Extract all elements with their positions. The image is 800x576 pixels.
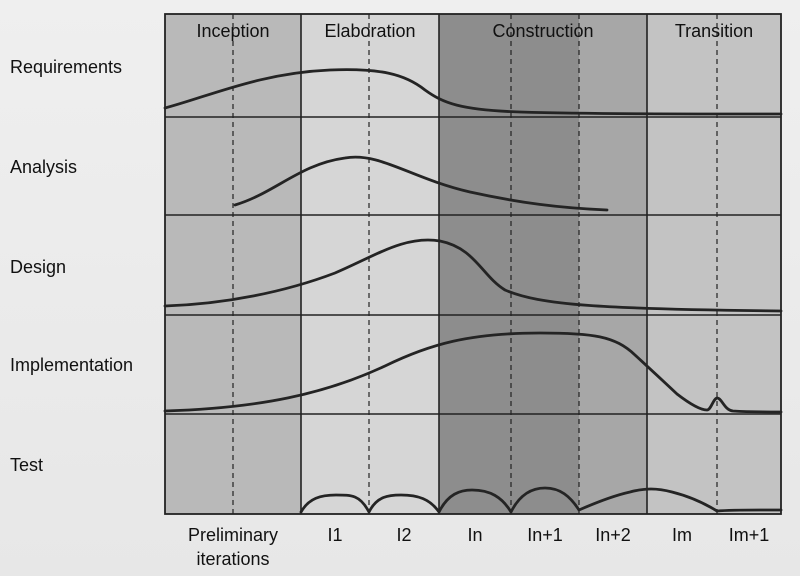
implementation-effort-curve [163, 331, 783, 414]
phase-band-construction [439, 14, 579, 514]
analysis-effort-curve [233, 155, 609, 212]
workflow-label-design: Design [10, 257, 67, 277]
iteration-label-in-plus-1-text: In+1 [527, 525, 563, 545]
iteration-label-im-plus-1-text: Im+1 [728, 525, 770, 545]
iteration-label-i2-text: I2 [396, 525, 412, 545]
test-effort-curve [299, 486, 783, 514]
iteration-label-im-plus-1: Im+1 [717, 525, 781, 546]
requirements-effort-curve [163, 68, 783, 116]
diagram-border [164, 13, 782, 515]
iteration-label-in: In [439, 525, 511, 546]
workflow-label-requirements: Requirements [10, 57, 123, 77]
phase-label-inception: Inception [196, 21, 270, 41]
phase-label-elaboration: Elaboration [324, 21, 416, 41]
design-effort-curve [163, 238, 783, 313]
iteration-label-i1-text: I1 [327, 525, 343, 545]
iteration-label-preliminary-line2: iterations [196, 548, 270, 569]
iteration-label-im-text: Im [672, 525, 692, 545]
phase-label-transition: Transition [674, 21, 754, 41]
iteration-label-in-plus-2: In+2 [579, 525, 647, 546]
phase-label-construction: Construction [492, 21, 594, 41]
iteration-label-preliminary: Preliminary iterations [170, 525, 296, 570]
phase-band-construction-late [579, 14, 647, 514]
workflow-label-analysis: Analysis [10, 157, 78, 177]
iteration-label-preliminary-line1: Preliminary [187, 525, 279, 545]
phase-band-transition [647, 14, 781, 514]
iteration-label-in-plus-1: In+1 [511, 525, 579, 546]
iteration-label-i2: I2 [369, 525, 439, 546]
iteration-label-in-plus-2-text: In+2 [595, 525, 631, 545]
workflow-label-test: Test [10, 455, 44, 475]
phase-band-elaboration [301, 14, 439, 514]
iteration-label-im: Im [647, 525, 717, 546]
workflow-label-implementation: Implementation [10, 355, 134, 375]
iteration-label-i1: I1 [301, 525, 369, 546]
iteration-label-in-text: In [467, 525, 483, 545]
